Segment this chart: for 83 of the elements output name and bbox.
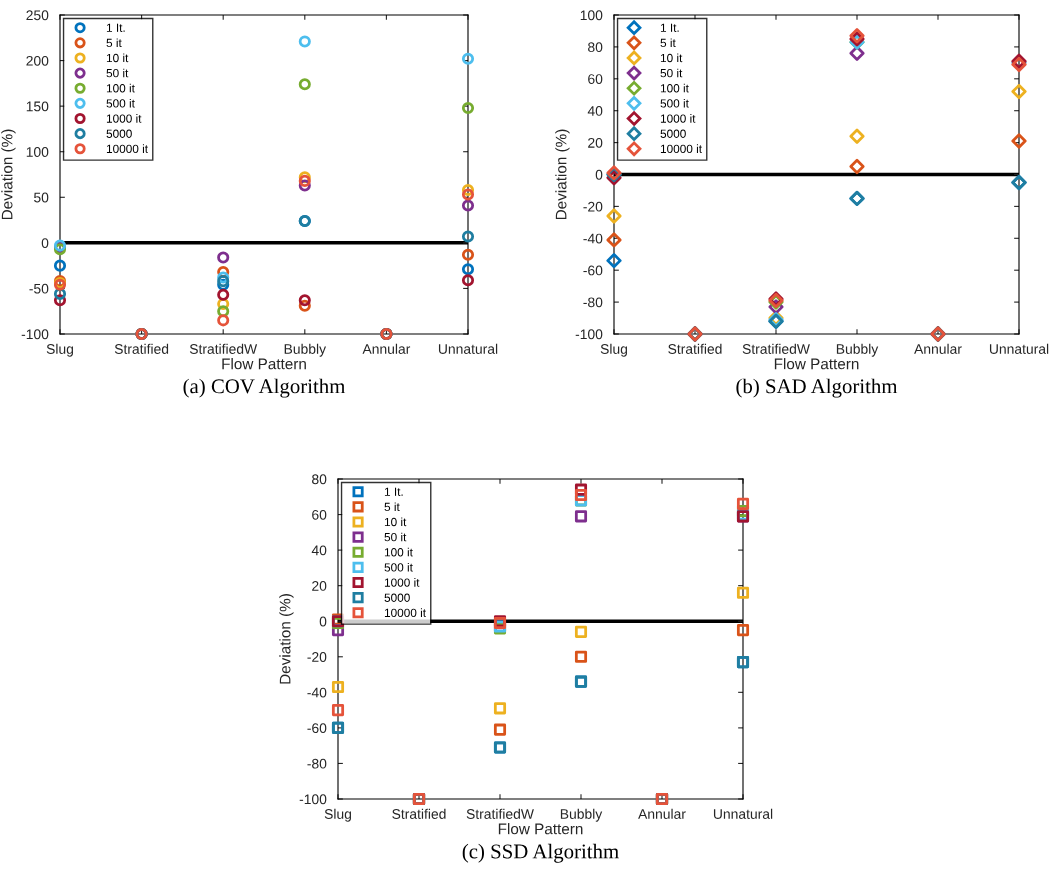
- x-tick-label: Stratified: [392, 808, 446, 819]
- legend-label: 1 It.: [384, 487, 403, 496]
- legend-label: 5 it: [384, 502, 400, 512]
- x-tick-label: Stratified: [114, 343, 169, 354]
- y-tick-label: 40: [587, 106, 603, 116]
- text: (b) SAD Algorithm: [736, 378, 898, 398]
- y-tick-label: -20: [583, 201, 603, 212]
- y-axis-title: Deviation (%): [555, 129, 570, 220]
- y-axis-title: Deviation (%): [279, 594, 294, 684]
- legend-label: 100 it: [660, 83, 689, 93]
- legend-label: 10000 it: [384, 608, 426, 618]
- y-tick-label: -40: [307, 687, 327, 698]
- legend-label: 10 it: [384, 517, 407, 527]
- legend-label: 100 it: [106, 83, 135, 93]
- legend-label: 50 it: [106, 68, 129, 78]
- x-tick-label: Slug: [324, 808, 351, 822]
- x-tick-label: Slug: [600, 343, 627, 357]
- y-tick-label: -60: [583, 265, 603, 276]
- x-axis-title: Flow Pattern: [222, 358, 306, 370]
- legend-label: 5000: [660, 129, 686, 138]
- legend-label: 5 it: [106, 38, 122, 48]
- y-tick-label: -100: [21, 329, 49, 340]
- legend-label: 10000 it: [660, 144, 702, 154]
- legend-label: 10000 it: [106, 144, 148, 154]
- legend-label: 10 it: [660, 53, 683, 63]
- y-tick-label: 100: [26, 147, 49, 157]
- y-tick-label: -40: [583, 233, 603, 244]
- y-tick-label: -80: [307, 758, 327, 769]
- y-tick-label: 60: [312, 509, 327, 520]
- y-tick-label: -80: [583, 297, 603, 308]
- legend-label: 5000: [106, 129, 132, 138]
- y-tick-label: 250: [26, 10, 49, 21]
- x-tick-label: Slug: [46, 343, 73, 357]
- y-tick-label: 200: [26, 55, 49, 66]
- y-tick-label: 80: [588, 42, 603, 53]
- x-tick-label: Bubbly: [836, 343, 879, 357]
- x-axis-title: Flow Pattern: [498, 823, 583, 835]
- legend-label: 5 it: [660, 38, 676, 48]
- x-tick-label: Stratified: [668, 343, 722, 354]
- legend-label: 500 it: [660, 98, 689, 108]
- x-tick-label: Annular: [914, 343, 962, 354]
- y-tick-label: 100: [580, 10, 603, 21]
- y-tick-label: 60: [588, 74, 603, 84]
- legend-label: 1 It.: [660, 23, 679, 32]
- y-tick-label: 20: [312, 581, 327, 591]
- y-tick-label: -20: [307, 652, 327, 662]
- y-tick-label: 20: [588, 137, 603, 148]
- x-tick-label: Annular: [362, 343, 411, 354]
- y-tick-label: -50: [29, 283, 49, 294]
- y-tick-label: 50: [34, 192, 49, 203]
- legend-label: 100 it: [384, 547, 413, 557]
- y-tick-label: 0: [319, 616, 327, 627]
- legend-label: 1000 it: [660, 114, 696, 123]
- x-axis-title: Flow Pattern: [774, 358, 859, 370]
- legend-label: 500 it: [384, 562, 413, 572]
- legend-label: 1 It.: [106, 23, 125, 32]
- x-tick-label: Bubbly: [284, 343, 327, 357]
- y-tick-label: 80: [312, 474, 327, 485]
- x-tick-label: StratifiedW: [466, 808, 534, 819]
- legend-label: 500 it: [106, 98, 135, 108]
- text: (a) COV Algorithm: [183, 378, 346, 398]
- x-tick-label: StratifiedW: [742, 343, 810, 354]
- y-tick-label: 40: [311, 545, 327, 556]
- legend-label: 10 it: [106, 53, 129, 63]
- legend-label: 50 it: [384, 532, 407, 542]
- legend-label: 5000: [384, 593, 410, 602]
- legend-label: 50 it: [660, 68, 683, 78]
- legend-label: 1000 it: [384, 578, 420, 587]
- y-tick-label: 0: [595, 169, 603, 180]
- y-axis-title: Deviation (%): [1, 129, 16, 220]
- x-tick-label: Unnatural: [989, 343, 1049, 354]
- x-tick-label: Unnatural: [713, 808, 773, 819]
- text: (c) SSD Algorithm: [462, 843, 619, 863]
- y-tick-label: 150: [26, 101, 49, 112]
- y-tick-label: -100: [299, 794, 327, 805]
- x-tick-label: StratifiedW: [189, 343, 258, 354]
- x-tick-label: Bubbly: [560, 808, 603, 822]
- x-tick-label: Annular: [638, 808, 686, 819]
- legend-label: 1000 it: [106, 114, 142, 123]
- x-tick-label: Unnatural: [438, 343, 498, 354]
- y-tick-label: -100: [575, 329, 603, 340]
- y-tick-label: -60: [307, 723, 327, 734]
- y-tick-label: 0: [41, 238, 49, 249]
